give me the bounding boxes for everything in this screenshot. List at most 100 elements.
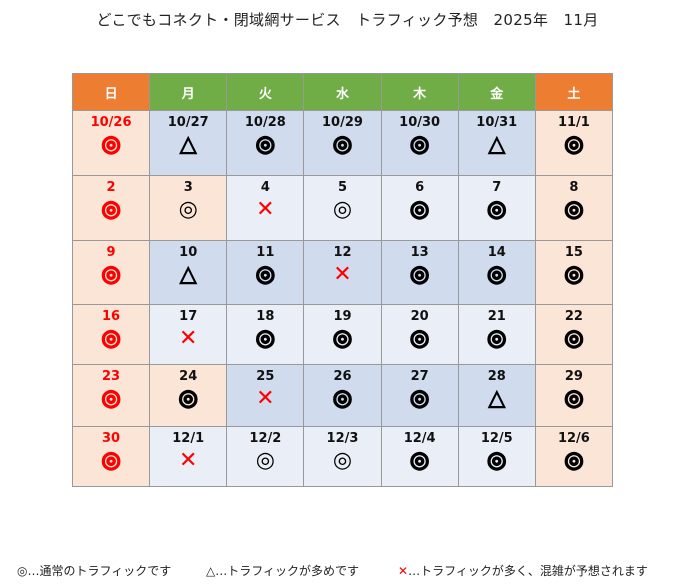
day-date: 28 — [487, 369, 506, 384]
day-cell: 12/4 ◎ — [380, 426, 459, 487]
normal-icon: ◎ — [409, 196, 430, 223]
normal-icon: ◎ — [486, 261, 507, 288]
day-cell: 26 ◎ — [303, 364, 382, 427]
day-cell: 15 ◎ — [534, 240, 614, 305]
day-date: 3 — [183, 180, 193, 195]
day-date: 10/26 — [90, 115, 132, 130]
day-date: 9 — [106, 245, 116, 260]
day-cell: 2 ◎ — [71, 175, 151, 241]
normal-icon: ◎ — [409, 325, 430, 352]
day-cell: 17 ✕ — [149, 304, 228, 365]
normal-icon: ◎ — [100, 261, 121, 288]
day-date: 11/1 — [557, 115, 590, 130]
normal-icon: ◎ — [100, 131, 121, 158]
legend-normal: ◎…通常のトラフィックです — [17, 564, 172, 578]
normal-icon: ◎ — [563, 325, 584, 352]
day-date: 7 — [492, 180, 502, 195]
day-date: 26 — [333, 369, 352, 384]
day-cell: 10/28 ◎ — [226, 110, 305, 176]
normal-icon: ◎ — [332, 448, 353, 473]
day-date: 23 — [102, 369, 121, 384]
day-cell: 9 ◎ — [71, 240, 151, 305]
normal-icon: ◎ — [409, 131, 430, 158]
day-cell: 18 ◎ — [226, 304, 305, 365]
normal-icon: ◎ — [486, 196, 507, 223]
day-cell: 13 ◎ — [380, 240, 459, 305]
normal-icon: ◎ — [332, 385, 353, 412]
normal-icon: ◎ — [409, 385, 430, 412]
week-row: 9 ◎ 10 △ 11 ◎ 12 ✕ 13 ◎ 14 ◎ 15 ◎ — [71, 240, 614, 305]
week-row: 2 ◎ 3 ◎ 4 ✕ 5 ◎ 6 ◎ 7 ◎ 8 ◎ — [71, 175, 614, 241]
normal-icon: ◎ — [409, 447, 430, 474]
weekday-header-row: 日月火水木金土 — [71, 73, 614, 111]
day-date: 5 — [337, 180, 348, 195]
congested-icon: ✕ — [178, 448, 198, 473]
day-date: 24 — [179, 369, 198, 384]
day-cell: 12/2 ◎ — [226, 426, 305, 487]
week-row: 16 ◎ 17 ✕ 18 ◎ 19 ◎ 20 ◎ 21 ◎ 22 ◎ — [71, 304, 614, 365]
normal-icon: ◎ — [178, 197, 198, 222]
normal-icon: ◎ — [563, 131, 584, 158]
week-row: 23 ◎ 24 ◎ 25 ✕ 26 ◎ 27 ◎ 28 △ 29 ◎ — [71, 364, 614, 427]
day-date: 12/1 — [172, 431, 205, 446]
busy-icon: △ — [488, 386, 506, 412]
weekday-header: 日 — [71, 73, 151, 111]
day-date: 10/30 — [399, 115, 441, 130]
day-cell: 14 ◎ — [457, 240, 536, 305]
day-cell: 12/3 ◎ — [303, 426, 382, 487]
busy-icon: △ — [179, 132, 197, 158]
legend-busy: △…トラフィックが多めです — [206, 564, 359, 578]
normal-icon: ◎ — [100, 325, 121, 352]
normal-icon: ◎ — [563, 447, 584, 474]
day-cell: 27 ◎ — [380, 364, 459, 427]
day-date: 20 — [410, 309, 429, 324]
day-date: 8 — [569, 180, 579, 195]
day-date: 13 — [410, 245, 429, 260]
day-cell: 5 ◎ — [303, 175, 382, 241]
day-date: 10 — [179, 245, 198, 260]
day-date: 10/28 — [244, 115, 286, 130]
weekday-header: 水 — [303, 73, 382, 111]
day-date: 18 — [256, 309, 275, 324]
day-cell: 10/30 ◎ — [380, 110, 459, 176]
day-date: 14 — [487, 245, 506, 260]
normal-icon: ◎ — [255, 131, 276, 158]
normal-icon: ◎ — [178, 385, 199, 412]
day-cell: 10/27 △ — [149, 110, 228, 176]
weekday-header: 木 — [380, 73, 459, 111]
day-cell: 29 ◎ — [534, 364, 614, 427]
day-cell: 10 △ — [149, 240, 228, 305]
day-cell: 30 ◎ — [71, 426, 151, 487]
day-date: 15 — [564, 245, 583, 260]
day-cell: 19 ◎ — [303, 304, 382, 365]
day-cell: 23 ◎ — [71, 364, 151, 427]
weekday-header: 土 — [534, 73, 614, 111]
normal-icon: ◎ — [332, 131, 353, 158]
normal-icon: ◎ — [100, 447, 121, 474]
congested-icon: ✕ — [178, 326, 198, 351]
weekday-header: 火 — [226, 73, 305, 111]
day-date: 2 — [106, 180, 116, 195]
day-cell: 11/1 ◎ — [534, 110, 614, 176]
congested-icon: ✕ — [333, 262, 352, 287]
normal-icon: ◎ — [486, 325, 507, 352]
day-date: 6 — [415, 180, 425, 195]
day-cell: 3 ◎ — [149, 175, 228, 241]
normal-icon: ◎ — [563, 196, 584, 223]
day-date: 19 — [333, 309, 352, 324]
normal-icon: ◎ — [486, 447, 507, 474]
day-date: 12/3 — [326, 431, 359, 446]
normal-icon: ◎ — [100, 196, 121, 223]
day-date: 12 — [333, 245, 352, 260]
day-date: 17 — [179, 309, 198, 324]
day-cell: 4 ✕ — [226, 175, 305, 241]
day-date: 22 — [564, 309, 583, 324]
day-cell: 12/1 ✕ — [149, 426, 228, 487]
page-title: どこでもコネクト・閉域網サービス トラフィック予想 2025年 11月 — [96, 11, 599, 29]
normal-icon: ◎ — [332, 325, 353, 352]
day-date: 4 — [260, 180, 270, 195]
normal-icon: ◎ — [563, 261, 584, 288]
day-date: 27 — [410, 369, 429, 384]
week-row: 30 ◎ 12/1 ✕ 12/2 ◎ 12/3 ◎ 12/4 ◎ 12/5 ◎ 12/6 ◎ — [71, 426, 614, 487]
day-cell: 16 ◎ — [71, 304, 151, 365]
